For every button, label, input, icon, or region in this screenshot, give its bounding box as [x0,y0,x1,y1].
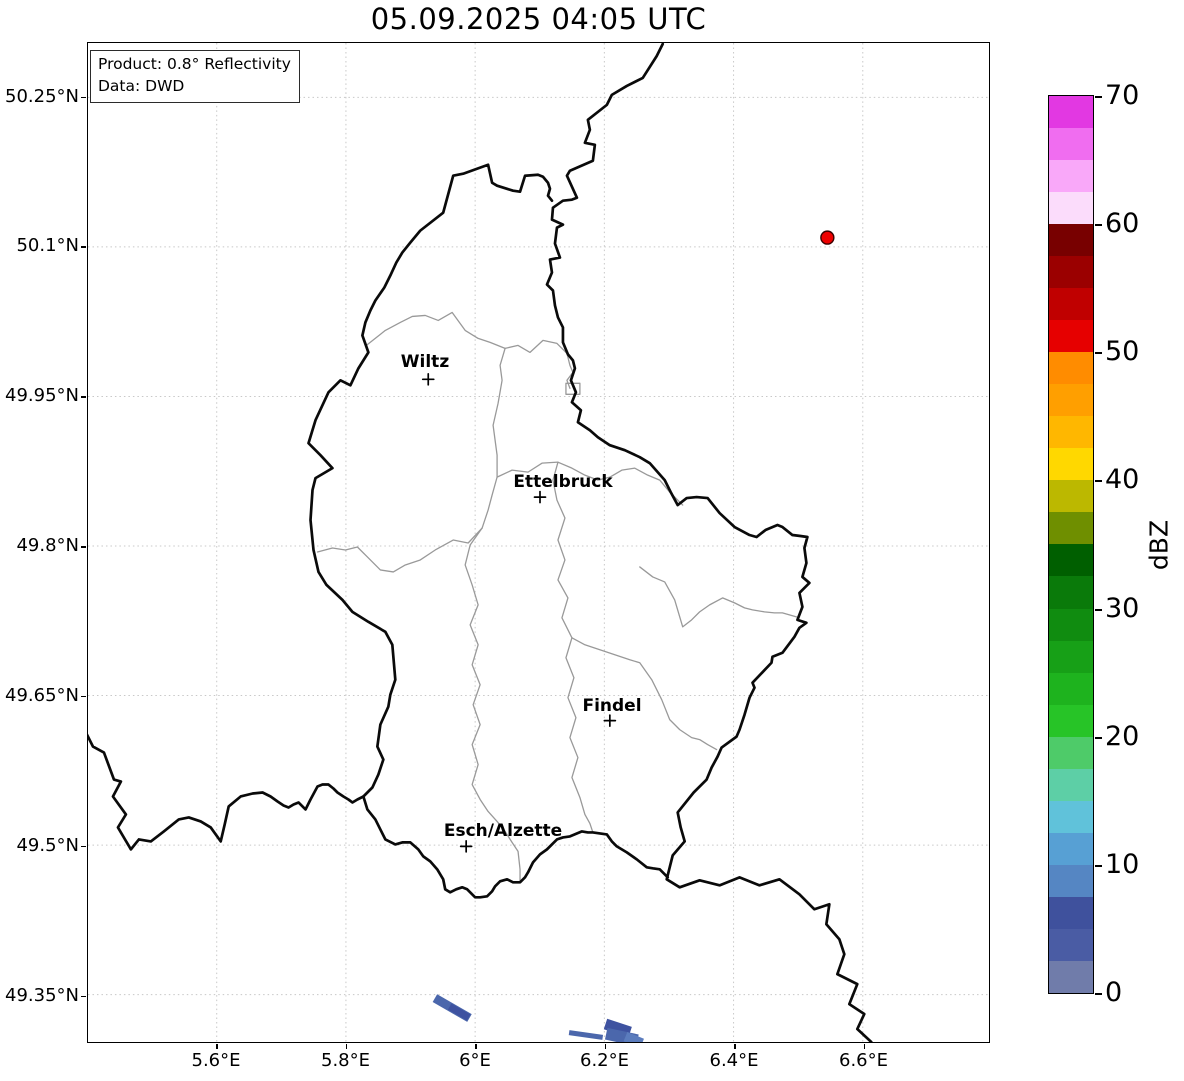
colorbar-segment [1049,128,1093,161]
radar-echo [568,1030,604,1040]
city-marker-esch [459,840,473,853]
y-tickmark [81,96,86,99]
y-tickmark [81,695,86,698]
y-tick-label: 50.1°N [16,235,79,257]
info-data-line: Data: DWD [98,77,185,96]
radar-site-marker [820,230,835,245]
border-luxembourg-west [307,163,670,899]
colorbar-segment [1049,320,1093,353]
x-tickmark [475,1044,477,1049]
y-tickmark [81,246,86,248]
x-tick-label: 6°E [459,1050,491,1071]
colorbar-segment [1049,576,1093,609]
colorbar [1048,95,1094,994]
colorbar-segment [1049,704,1093,737]
y-tickmark [81,546,86,548]
city-label-esch: Esch/Alzette [443,821,563,841]
x-tickmark [604,1044,607,1049]
colorbar-segment [1049,512,1093,545]
radar-echo [447,1003,471,1021]
map-canvas [88,43,989,1042]
colorbar-segment [1049,640,1093,673]
city-label-ettelbruck: Ettelbruck [513,472,613,492]
colorbar-segment [1049,384,1093,417]
colorbar-tickmark [1095,993,1102,995]
map-plot-area: Product: 0.8° Reflectivity Data: DWD Wil… [87,42,990,1043]
colorbar-segment [1049,672,1093,705]
colorbar-segment [1049,896,1093,929]
colorbar-tickmark [1095,96,1102,98]
y-tickmark [81,845,86,848]
radar-echo-layer [432,994,644,1042]
city-label-wiltz: Wiltz [400,352,450,372]
colorbar-segment [1049,256,1093,289]
colorbar-tickmark [1095,480,1102,482]
x-tickmark [216,1044,218,1049]
colorbar-segment [1049,736,1093,769]
x-tickmark [345,1044,348,1049]
colorbar-tick-label: 70 [1105,80,1140,111]
y-tick-label: 49.65°N [5,684,79,706]
colorbar-segment [1049,480,1093,513]
colorbar-tickmark [1095,224,1102,226]
y-tick-label: 50.25°N [5,85,79,107]
colorbar-tick-label: 30 [1105,593,1140,624]
y-tick-label: 49.8°N [16,535,79,556]
figure-title: 05.09.2025 04:05 UTC [370,2,707,36]
colorbar-segment [1049,608,1093,641]
colorbar-tick-label: 10 [1105,849,1140,880]
colorbar-segment [1049,416,1093,449]
radar-echo [623,1032,644,1042]
x-tickmark [734,1044,736,1049]
colorbar-segment [1049,960,1093,993]
colorbar-tick-label: 40 [1105,464,1140,495]
colorbar-segment [1049,96,1093,129]
city-marker-ettelbruck [533,490,547,504]
x-tick-label: 6.2°E [580,1050,629,1071]
colorbar-tickmark [1095,352,1102,354]
border-france-belgium [88,733,365,851]
graticule-grid [88,43,989,1042]
colorbar-segment [1049,352,1093,385]
x-tick-label: 6.6°E [839,1050,888,1071]
colorbar-segment [1049,800,1093,833]
city-markers [421,372,617,853]
x-tick-label: 5.8°E [321,1050,370,1071]
colorbar-segment [1049,864,1093,897]
city-marker-wiltz [421,372,435,386]
district-borders [316,311,798,883]
y-tickmark [81,995,86,998]
y-tick-label: 49.95°N [5,385,79,407]
colorbar-tick-label: 50 [1105,336,1140,367]
colorbar-tick-label: 0 [1105,977,1123,1008]
x-tickmark [863,1044,866,1049]
city-marker-findel [603,714,617,727]
colorbar-segment [1049,288,1093,321]
info-box: Product: 0.8° Reflectivity Data: DWD [90,50,300,103]
y-tickmark [81,396,86,398]
border-germany-east [545,43,873,1042]
colorbar-tick-label: 60 [1105,208,1140,239]
colorbar-tick-label: 20 [1105,721,1140,752]
city-label-findel: Findel [582,696,642,716]
colorbar-unit-label: dBZ [1144,519,1174,571]
info-product-line: Product: 0.8° Reflectivity [98,55,291,73]
y-tick-label: 49.35°N [5,984,79,1006]
y-tick-label: 49.5°N [16,834,79,856]
colorbar-tickmark [1095,609,1102,611]
colorbar-segment [1049,928,1093,961]
colorbar-segment [1049,448,1093,481]
colorbar-tickmark [1095,737,1102,739]
colorbar-segment [1049,160,1093,193]
x-tick-label: 5.6°E [191,1050,241,1071]
colorbar-segment [1049,544,1093,577]
colorbar-segment [1049,768,1093,801]
colorbar-segment [1049,832,1093,865]
colorbar-segment [1049,192,1093,225]
x-tick-label: 6.4°E [709,1050,759,1071]
colorbar-tickmark [1095,865,1102,867]
colorbar-segment [1049,224,1093,257]
country-borders [88,43,873,1042]
